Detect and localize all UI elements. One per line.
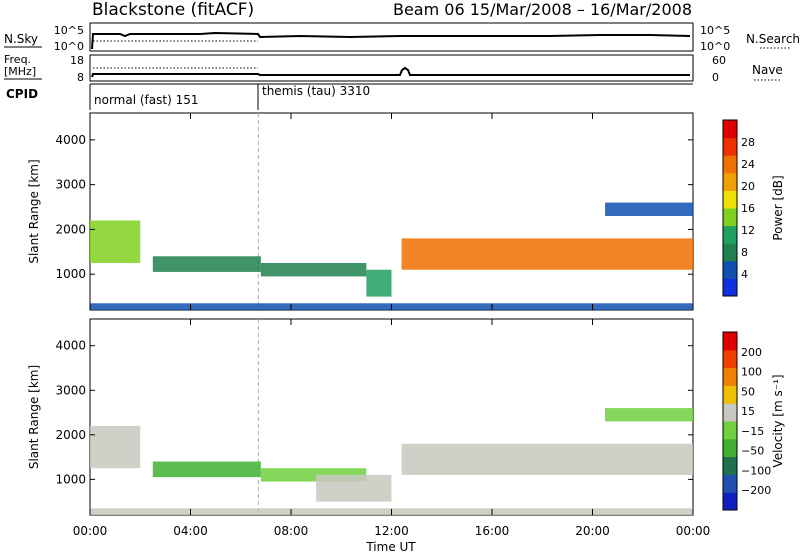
cpid-segment-2: themis (tau) 3310: [262, 84, 370, 98]
y-tick-label: 1000: [55, 472, 86, 486]
colorbar-tick-label: 20: [741, 180, 755, 193]
colorbar-tick-label: −15: [741, 425, 764, 438]
y-axis-title: Slant Range [km]: [27, 159, 41, 263]
colorbar-swatch: [723, 367, 737, 386]
y-tick-label: 1000: [55, 267, 86, 281]
power-panel: 1000 2000 3000 4000 Slant Range [km]: [27, 112, 694, 311]
colorbar-swatch: [723, 172, 737, 191]
colorbar-swatch: [723, 385, 737, 404]
nave-tick-top: 60: [712, 54, 726, 67]
x-tick-label: 08:00: [274, 524, 309, 538]
data-region: [152, 461, 261, 478]
colorbar-tick-label: 12: [741, 224, 755, 237]
freq-strip: Freq. [MHz] 18 8 60 0 Nave: [4, 53, 783, 84]
colorbar-swatch: [723, 349, 737, 369]
station-title: Blackstone (fitACF): [92, 0, 254, 20]
colorbar-tick-label: 200: [741, 346, 762, 359]
velocity-colorbar: 200 100 50 15 −15 −50 −100 −200 Velocity [m s⁻¹]: [722, 331, 785, 511]
nave-label: Nave: [752, 63, 783, 77]
colorbar-frame: [722, 119, 738, 297]
data-region: [260, 262, 367, 277]
cpid-segment-1: normal (fast) 151: [94, 93, 198, 107]
nsky-trace: [91, 31, 691, 50]
freq-trace: [91, 66, 690, 78]
colorbar-swatch: [723, 421, 737, 440]
colorbar-swatch: [723, 155, 737, 174]
data-region: [366, 269, 392, 297]
x-tick-label: 20:00: [575, 524, 610, 538]
cpid-strip: CPID normal (fast) 151 themis (tau) 3310: [6, 83, 693, 110]
velocity-panel: 1000 2000 3000 4000 Slant Range [km]: [27, 318, 694, 516]
colorbar-tick-label: 4: [741, 268, 748, 281]
colorbar-tick-label: −200: [741, 484, 771, 497]
x-tick-label: 00:00: [73, 524, 108, 538]
nsky-strip: N.Sky 10^5 10^0 10^5 10^0 N.Search: [4, 22, 800, 53]
colorbar-swatch: [723, 208, 737, 227]
y-tick-label: 4000: [55, 339, 86, 353]
x-tick-label: 12:00: [374, 524, 409, 538]
colorbar-swatch: [723, 438, 737, 458]
nsearch-tick-bottom: 10^0: [700, 40, 730, 53]
colorbar-tick-label: 50: [741, 385, 755, 398]
colorbar-swatch: [723, 260, 737, 279]
colorbar-swatch: [723, 243, 737, 262]
cpid-label: CPID: [6, 87, 38, 101]
colorbar-swatch: [723, 403, 737, 422]
y-tick-label: 4000: [55, 133, 86, 147]
colorbar-swatch: [723, 332, 737, 351]
colorbar-tick-label: −100: [741, 464, 771, 477]
y-tick-label: 2000: [55, 222, 86, 236]
colorbar-swatch: [723, 474, 737, 493]
y-tick-label: 2000: [55, 428, 86, 442]
freq-label-1: Freq.: [4, 53, 31, 66]
data-region: [90, 425, 141, 469]
nave-tick-bottom: 0: [712, 71, 719, 84]
colorbar-swatch: [723, 120, 737, 139]
colorbar-title: Power [dB]: [771, 175, 785, 240]
data-region: [152, 256, 261, 272]
colorbar-tick-label: −50: [741, 445, 764, 458]
freq-tick-bottom: 8: [77, 71, 84, 84]
colorbar-swatch: [723, 456, 737, 475]
data-region: [605, 202, 693, 216]
colorbar-title: Velocity [m s⁻¹]: [771, 374, 785, 467]
colorbar-swatch: [723, 225, 737, 244]
colorbar-tick-label: 100: [741, 366, 762, 379]
colorbar-tick-label: 28: [741, 136, 755, 149]
nsearch-label: N.Search: [746, 32, 800, 46]
colorbar-swatch: [723, 190, 737, 209]
colorbar-tick-label: 24: [741, 158, 755, 171]
colorbar-frame: [722, 331, 738, 511]
colorbar-tick-label: 8: [741, 246, 748, 259]
nsky-label: N.Sky: [4, 32, 38, 46]
data-region: [401, 443, 693, 475]
colorbar-tick-label: 16: [741, 202, 755, 215]
freq-label-2: [MHz]: [4, 65, 36, 78]
colorbar-tick-label: 15: [741, 405, 755, 418]
colorbar-swatch: [723, 278, 737, 297]
y-tick-label: 3000: [55, 178, 86, 192]
y-tick-label: 3000: [55, 383, 86, 397]
colorbar-swatch: [723, 137, 737, 156]
x-tick-label: 04:00: [173, 524, 208, 538]
nsearch-tick-top: 10^5: [700, 24, 730, 37]
data-region: [316, 474, 392, 502]
beam-date-title: Beam 06 15/Mar/2008 – 16/Mar/2008: [393, 0, 692, 19]
x-tick-label: 16:00: [475, 524, 510, 538]
freq-tick-top: 18: [70, 54, 84, 67]
power-colorbar: 28 24 20 16 12 8 4 Power [dB]: [722, 119, 785, 297]
data-region: [90, 220, 141, 263]
time-axis: 00:00 04:00 08:00 12:00 16:00 20:00 00:00: [73, 113, 711, 538]
colorbar-swatch: [723, 492, 737, 511]
nsky-tick-top: 10^5: [54, 24, 84, 37]
x-tick-label: 00:00: [676, 524, 711, 538]
x-axis-title: Time UT: [365, 540, 416, 554]
data-region: [401, 238, 693, 270]
y-axis-title: Slant Range [km]: [27, 365, 41, 469]
data-region: [605, 408, 693, 422]
nsky-tick-bottom: 10^0: [54, 40, 84, 53]
